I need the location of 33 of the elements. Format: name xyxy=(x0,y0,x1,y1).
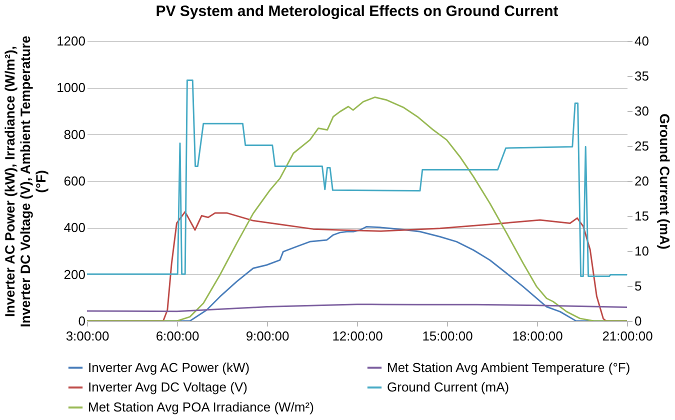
y2-tick-label: 25 xyxy=(634,138,649,154)
legend-label: Met Station Avg Ambient Temperature (°F) xyxy=(387,360,630,375)
legend-label: Inverter Avg AC Power (kW) xyxy=(88,360,250,375)
line-series xyxy=(87,304,627,312)
y-tick-label: 0 xyxy=(78,314,86,328)
legend-label: Met Station Avg POA Irradiance (W/m²) xyxy=(88,400,314,414)
x-tick-label: 12:00:00 xyxy=(332,328,383,344)
y2-tick-label: 0 xyxy=(634,314,642,328)
y2-tick-label: 15 xyxy=(634,208,649,224)
x-tick-label: 18:00:00 xyxy=(512,328,563,344)
x-tick-label: 21:00:00 xyxy=(602,328,653,344)
y-tick-label: 800 xyxy=(64,126,86,142)
y-tick-label: 200 xyxy=(64,266,86,282)
legend-label: Ground Current (mA) xyxy=(387,380,510,394)
y2-tick-label: 35 xyxy=(634,68,649,84)
y2-tick-label: 10 xyxy=(634,244,649,258)
legend-label: Inverter Avg DC Voltage (V) xyxy=(88,380,248,394)
y-tick-label: 600 xyxy=(64,174,86,188)
x-tick-label: 9:00:00 xyxy=(246,328,290,344)
y-tick-label: 1200 xyxy=(56,34,86,48)
y-axis-title: Inverter AC Power (kW), Irradiance (W/m²), Inverter DC Voltage (V), Ambient Temperature (°F) xyxy=(2,35,49,328)
chart-title: PV System and Meterological Effects on Ground Current xyxy=(156,2,558,20)
y2-tick-label: 30 xyxy=(634,104,649,118)
y2-axis-title: Ground Current (mA) xyxy=(656,114,672,250)
line-series xyxy=(87,79,627,277)
x-tick-label: 6:00:00 xyxy=(156,328,200,344)
y2-tick-label: 5 xyxy=(634,278,642,294)
y2-tick-label: 20 xyxy=(634,174,649,188)
x-tick-label: 3:00:00 xyxy=(66,328,110,344)
x-tick-label: 15:00:00 xyxy=(422,328,473,344)
y2-tick-label: 40 xyxy=(634,34,649,48)
y-tick-label: 1000 xyxy=(56,80,86,96)
y-tick-label: 400 xyxy=(64,220,86,236)
